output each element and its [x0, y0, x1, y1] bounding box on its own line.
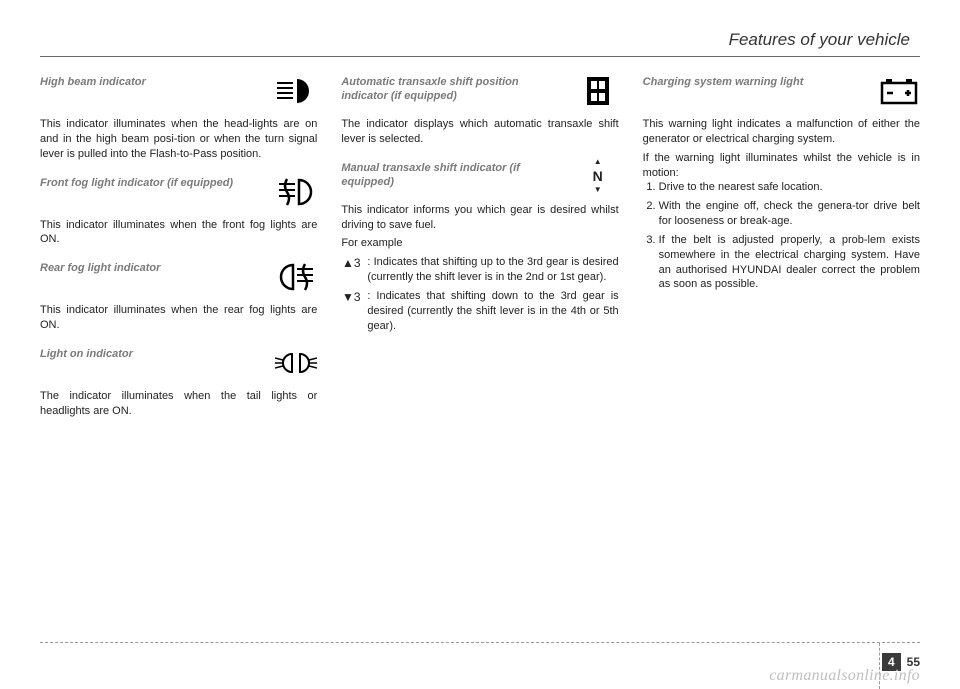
example-up-text: : Indicates that shifting up to the 3rd … [367, 255, 618, 285]
watermark: carmanualsonline.info [769, 667, 920, 685]
section-light-on: Light on indicator [40, 347, 317, 419]
charging-steps: Drive to the nearest safe location. With… [643, 180, 920, 292]
light-on-body: The indicator illuminates when the tail … [40, 389, 317, 419]
high-beam-icon [275, 75, 317, 107]
charging-step-2: With the engine off, check the genera-to… [659, 199, 920, 229]
example-down-row: ▼3 : Indicates that shifting down to the… [341, 289, 618, 334]
example-down-text: : Indicates that shifting down to the 3r… [367, 289, 618, 334]
column-2: Automatic transaxle shift position indic… [341, 75, 618, 433]
charging-intro2: If the warning light illuminates whilst … [643, 151, 920, 181]
example-down-symbol: ▼3 [341, 289, 361, 334]
section-rear-fog: Rear fog light indicator This indicator … [40, 261, 317, 333]
page: Features of your vehicle High beam indic… [0, 0, 960, 689]
charging-intro1: This warning light indicates a malfuncti… [643, 117, 920, 147]
section-front-fog: Front fog light indicator (if equipped) … [40, 176, 317, 248]
section-auto-shift: Automatic transaxle shift position indic… [341, 75, 618, 147]
battery-icon [878, 75, 920, 107]
light-on-title: Light on indicator [40, 347, 265, 361]
auto-shift-body: The indicator displays which automatic t… [341, 117, 618, 147]
rear-fog-title: Rear fog light indicator [40, 261, 265, 275]
rear-fog-body: This indicator illuminates when the rear… [40, 303, 317, 333]
column-3: Charging system warning light This warni… [643, 75, 920, 433]
column-1: High beam indicator This indicator illum… [40, 75, 317, 433]
manual-shift-for-example: For example [341, 236, 618, 251]
manual-shift-body: This indicator informs you which gear is… [341, 203, 618, 233]
manual-shift-icon: N [577, 161, 619, 193]
auto-shift-title: Automatic transaxle shift position indic… [341, 75, 566, 104]
high-beam-title: High beam indicator [40, 75, 265, 89]
light-on-icon [275, 347, 317, 379]
example-up-row: ▲3 : Indicates that shifting up to the 3… [341, 255, 618, 285]
charging-title: Charging system warning light [643, 75, 868, 89]
section-charging: Charging system warning light This warni… [643, 75, 920, 292]
section-manual-shift: Manual transaxle shift indicator (if equ… [341, 161, 618, 334]
front-fog-icon [275, 176, 317, 208]
columns: High beam indicator This indicator illum… [40, 75, 920, 433]
charging-step-3: If the belt is adjusted properly, a prob… [659, 233, 920, 292]
example-up-symbol: ▲3 [341, 255, 361, 285]
high-beam-body: This indicator illuminates when the head… [40, 117, 317, 162]
front-fog-body: This indicator illuminates when the fron… [40, 218, 317, 248]
dash-horizontal [40, 642, 920, 643]
front-fog-title: Front fog light indicator (if equipped) [40, 176, 265, 190]
page-header: Features of your vehicle [40, 30, 920, 50]
charging-step-1: Drive to the nearest safe location. [659, 180, 920, 195]
header-rule [40, 56, 920, 57]
auto-shift-icon [577, 75, 619, 107]
rear-fog-icon [275, 261, 317, 293]
section-high-beam: High beam indicator This indicator illum… [40, 75, 317, 162]
manual-shift-title: Manual transaxle shift indicator (if equ… [341, 161, 566, 190]
